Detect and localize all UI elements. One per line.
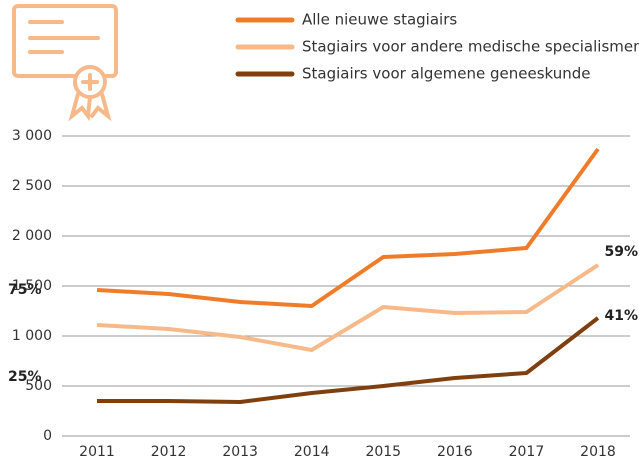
y-tick-label: 2 500 [12, 178, 52, 194]
x-tick-label: 2013 [222, 444, 258, 460]
x-tick-label: 2012 [151, 444, 187, 460]
y-tick-label: 0 [43, 428, 52, 444]
x-tick-label: 2017 [509, 444, 545, 460]
annotation: 75% [8, 282, 42, 298]
certificate-icon [12, 4, 118, 122]
annotation: 25% [8, 369, 42, 385]
x-tick-label: 2011 [79, 444, 115, 460]
x-tick-label: 2015 [365, 444, 401, 460]
y-tick-label: 1 500 [12, 278, 52, 294]
series-line [96, 147, 600, 308]
x-tick-label: 2014 [294, 444, 330, 460]
series-line [97, 316, 600, 404]
y-tick-label: 1 000 [12, 328, 52, 344]
legend-label: Stagiairs voor andere medische specialis… [302, 38, 639, 56]
annotation: 59% [604, 244, 638, 260]
y-tick-label: 2 000 [12, 228, 52, 244]
x-tick-label: 2016 [437, 444, 473, 460]
y-tick-label: 500 [25, 378, 52, 394]
legend-label: Alle nieuwe stagiairs [302, 11, 457, 29]
y-tick-label: 3 000 [12, 128, 52, 144]
x-tick-label: 2018 [580, 444, 616, 460]
series-line [96, 263, 600, 352]
legend-label: Stagiairs voor algemene geneeskunde [302, 65, 591, 83]
annotation: 41% [604, 308, 638, 324]
